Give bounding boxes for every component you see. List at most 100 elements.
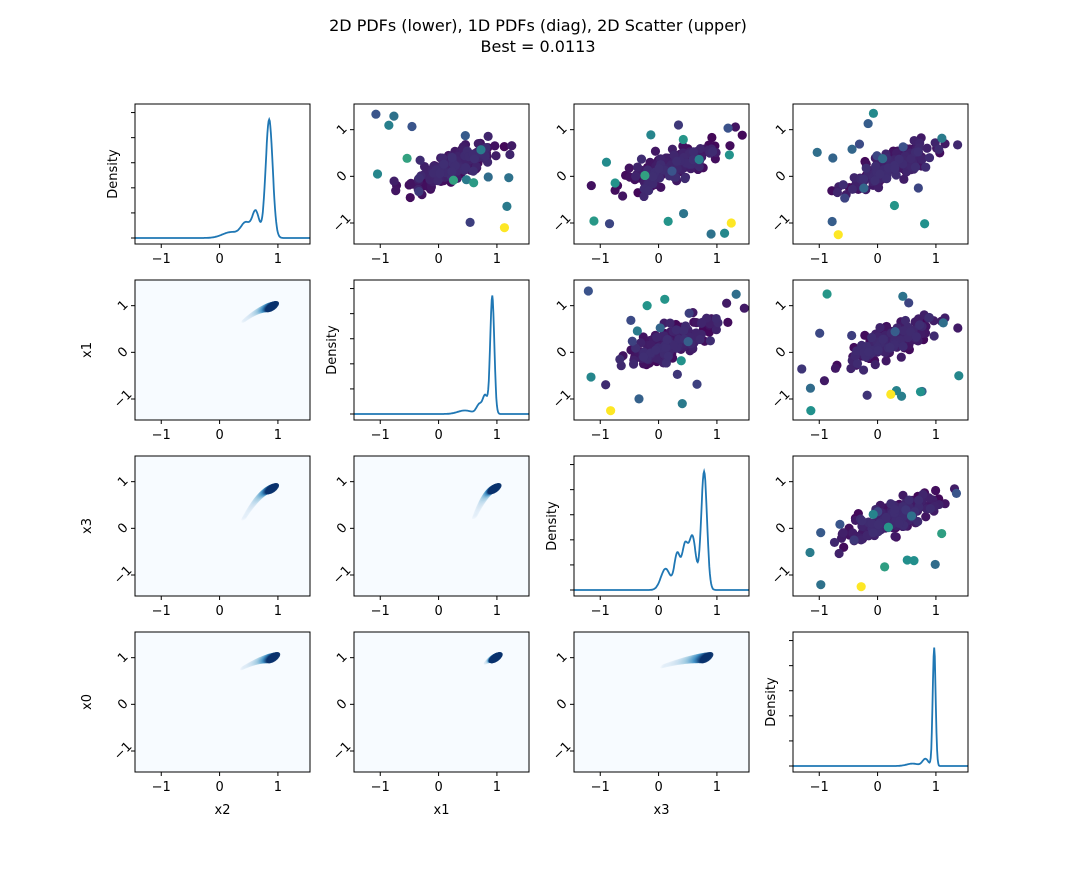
ytick-label: 0 <box>334 168 350 184</box>
scatter-point <box>938 318 948 328</box>
ytick-label: 0 <box>334 520 350 536</box>
axes-frame-r1c0 <box>134 279 311 421</box>
kde-blob <box>471 514 478 519</box>
ytick-label: 1 <box>773 474 789 490</box>
scatter-point <box>889 200 900 211</box>
scatter-point <box>695 334 705 345</box>
kde-blob <box>475 503 484 511</box>
scatter-point <box>683 336 693 347</box>
ytick-label: 1 <box>554 650 570 666</box>
ytick-label: −1 <box>550 211 574 235</box>
scatter-point <box>627 336 637 346</box>
scatter-point <box>917 154 927 164</box>
scatter-point <box>626 315 636 326</box>
scatter-point <box>469 154 480 164</box>
kde-blob <box>242 316 250 322</box>
xtick-label: −1 <box>152 252 171 267</box>
scatter-point <box>723 123 733 133</box>
scatter-point <box>822 289 832 299</box>
scatter-point <box>922 143 932 153</box>
density-axis-label: Density <box>325 325 340 375</box>
scatter-point <box>921 162 931 172</box>
scatter-point <box>833 230 843 240</box>
scatter-point <box>642 301 652 311</box>
scatter-point <box>655 323 665 333</box>
scatter-point <box>606 406 616 416</box>
scatter-point <box>901 505 911 515</box>
scatter-point <box>870 360 880 370</box>
kde-blob <box>247 660 255 668</box>
scatter-point <box>847 144 857 154</box>
axes-frame-r0c1 <box>353 103 530 245</box>
kde-blob <box>249 500 258 508</box>
scatter-point <box>504 173 514 183</box>
ytick-label: 1 <box>115 474 131 490</box>
ytick-label: 0 <box>773 520 789 536</box>
scatter-point <box>694 154 704 165</box>
kde-group-r2c0 <box>241 483 280 521</box>
kde-blob <box>666 661 674 667</box>
scatter-point <box>465 217 475 227</box>
scatter-point <box>667 166 677 176</box>
scatter-point <box>934 144 944 154</box>
scatter-point <box>870 176 880 186</box>
scatter-point <box>679 325 689 336</box>
scatter-point <box>849 535 859 545</box>
scatter-point <box>859 183 869 193</box>
scatter-point <box>726 218 736 228</box>
scatter-point <box>724 150 734 160</box>
xtick-label: −1 <box>371 252 390 267</box>
kde-blob <box>664 662 671 668</box>
scatter-point <box>910 162 921 172</box>
axes-frame-r3c2 <box>573 631 750 773</box>
scatter-point <box>930 559 940 570</box>
kde-blob <box>475 505 483 512</box>
axes-frame-r2c1 <box>353 455 530 597</box>
scatter-point <box>371 109 381 119</box>
scatter-point <box>829 537 840 548</box>
scatter-point <box>660 294 670 304</box>
kde-blob <box>474 506 482 513</box>
xtick-label: 1 <box>274 780 282 795</box>
xtick-label: 0 <box>434 428 442 443</box>
scatter-point <box>389 111 399 121</box>
scatter-point <box>586 372 596 382</box>
kde-group-r3c1 <box>483 652 503 665</box>
scatter-point <box>739 303 749 313</box>
kde-blob <box>663 662 670 668</box>
ytick-label: 1 <box>334 122 350 138</box>
scatter-point <box>915 387 926 397</box>
scatter-point <box>499 141 509 152</box>
scatter-point <box>483 131 493 141</box>
scatter-point <box>648 178 658 189</box>
xtick-label: 1 <box>713 780 721 795</box>
scatter-point <box>407 121 417 132</box>
ytick-label: 0 <box>334 696 350 712</box>
xtick-label: 0 <box>215 780 223 795</box>
column-axis-label-x1: x1 <box>434 803 450 818</box>
xtick-label: −1 <box>810 604 829 619</box>
kde-blob <box>242 663 250 669</box>
scatter-point <box>502 201 512 211</box>
scatter-point <box>875 169 885 179</box>
xtick-label: 1 <box>713 252 721 267</box>
xtick-label: 1 <box>274 252 282 267</box>
xtick-label: −1 <box>152 604 171 619</box>
scatter-point <box>624 163 634 173</box>
scatter-point <box>737 130 747 140</box>
xtick-label: 1 <box>932 780 940 795</box>
kde-blob <box>669 660 678 667</box>
kde-blob <box>660 663 667 669</box>
scatter-point <box>402 153 412 163</box>
kde-background-r3c0 <box>135 632 310 772</box>
ytick-label: −1 <box>111 563 135 587</box>
scatter-point <box>890 505 900 515</box>
scatter-point <box>707 132 717 143</box>
scatter-point <box>439 159 449 169</box>
xtick-label: 0 <box>434 780 442 795</box>
ytick-label: 1 <box>773 298 789 314</box>
scatter-point <box>634 394 644 404</box>
xtick-label: 1 <box>493 604 501 619</box>
scatter-point <box>384 120 394 130</box>
xtick-label: 0 <box>873 604 881 619</box>
